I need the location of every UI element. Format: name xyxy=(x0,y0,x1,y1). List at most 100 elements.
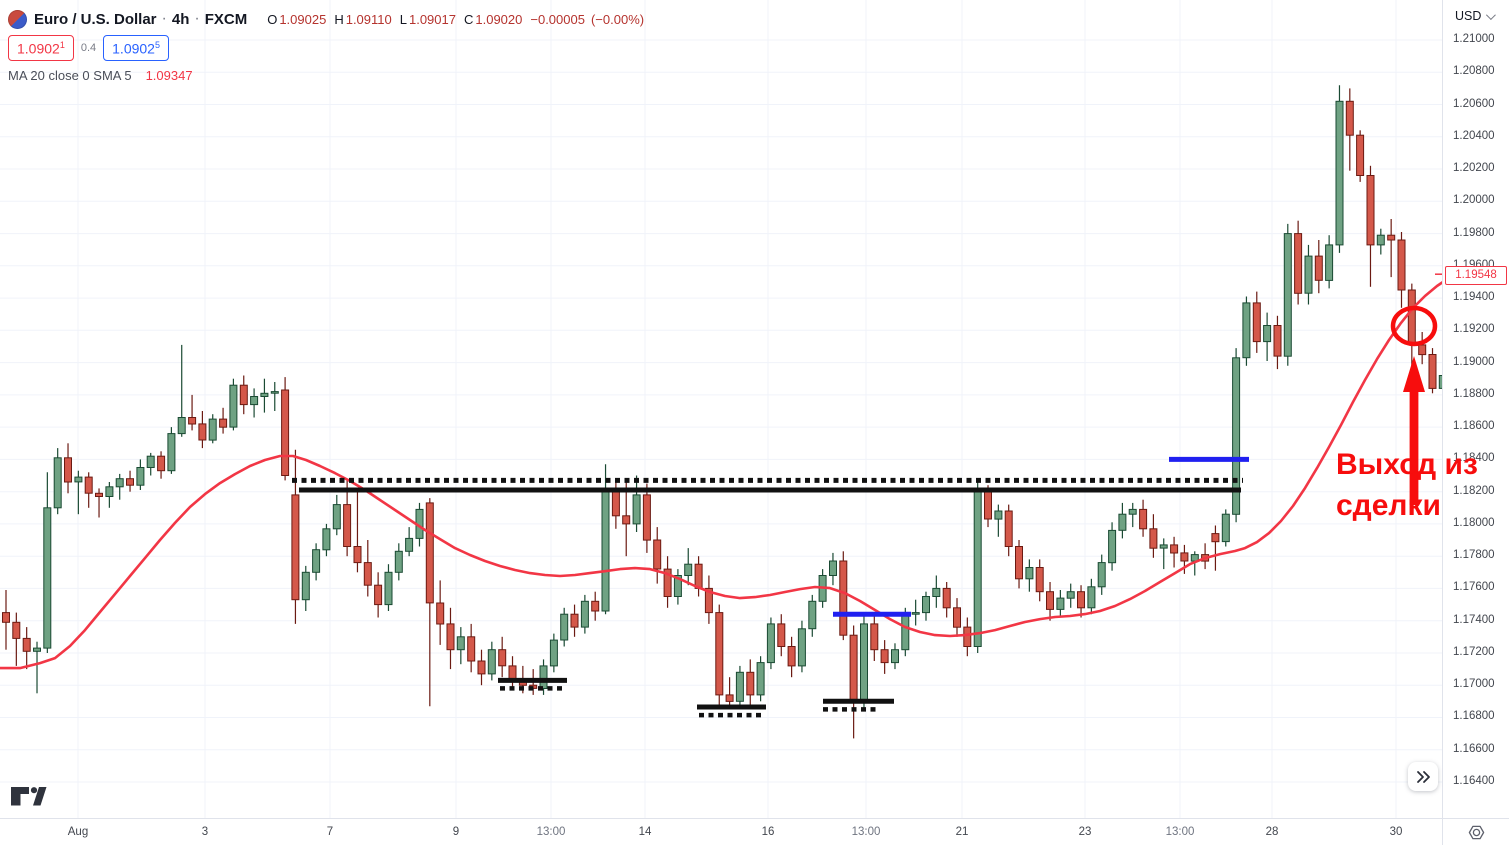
candle xyxy=(746,671,755,696)
price-tick-label: 1.20200 xyxy=(1453,162,1495,175)
candle xyxy=(1325,244,1334,281)
price-tick-label: 1.20800 xyxy=(1453,65,1495,78)
close-value: 1.09020 xyxy=(475,11,523,27)
candle xyxy=(973,489,982,647)
candle xyxy=(1180,552,1189,562)
candle xyxy=(860,623,868,702)
candle xyxy=(1170,544,1179,554)
jump-to-latest-button[interactable] xyxy=(1408,762,1438,791)
candle xyxy=(126,478,134,486)
candle xyxy=(1335,100,1344,246)
price-tick-label: 1.18200 xyxy=(1453,484,1495,497)
candle xyxy=(601,487,610,612)
candle xyxy=(1025,567,1034,580)
candle xyxy=(1252,302,1261,343)
candle xyxy=(229,384,238,428)
candle xyxy=(136,467,145,486)
axis-settings-corner[interactable] xyxy=(1442,818,1509,845)
low-value: 1.09017 xyxy=(408,11,456,27)
symbol-icon xyxy=(8,9,27,29)
candlestick-chart[interactable] xyxy=(0,0,1442,818)
candle xyxy=(425,502,434,604)
change-percent: (−0.00%) xyxy=(590,11,645,27)
price-tick-label: 1.16600 xyxy=(1453,742,1495,755)
ma-line xyxy=(0,281,1442,670)
symbol-title[interactable]: Euro / U.S. Dollar xyxy=(34,10,157,28)
candle xyxy=(880,649,889,664)
price-tick-label: 1.20000 xyxy=(1453,194,1495,207)
interval-label[interactable]: 4h xyxy=(171,10,190,28)
buy-price-button[interactable]: 1.09025 xyxy=(103,35,169,61)
candle xyxy=(1046,591,1054,610)
sell-price-button[interactable]: 1.09021 xyxy=(8,35,74,61)
time-axis[interactable]: Aug 3 7 9 13:00 14 16 13:00 21 23 13:00 28 30 xyxy=(0,818,1442,845)
candle xyxy=(53,457,62,509)
candle xyxy=(704,587,713,614)
candle xyxy=(1221,513,1230,543)
candle xyxy=(797,628,806,667)
candle xyxy=(250,396,259,406)
price-tick-label: 1.17000 xyxy=(1453,678,1495,691)
exit-arrow-annotation[interactable] xyxy=(1403,356,1425,505)
candle xyxy=(580,600,589,628)
candle xyxy=(870,623,879,651)
time-tick-label: 23 xyxy=(1078,826,1092,838)
candle xyxy=(1015,546,1023,580)
candle xyxy=(157,455,166,472)
candle xyxy=(115,478,124,488)
tradingview-logo[interactable] xyxy=(11,787,47,806)
price-tick-label: 1.18000 xyxy=(1453,516,1495,529)
open-value: 1.09025 xyxy=(279,11,327,27)
candle xyxy=(1118,513,1127,531)
candle xyxy=(353,546,362,564)
candle xyxy=(735,671,744,702)
candle xyxy=(632,494,641,525)
price-tick-label: 1.20400 xyxy=(1453,129,1495,142)
candle xyxy=(1242,302,1251,359)
candle xyxy=(84,476,93,494)
price-tick-label: 1.18600 xyxy=(1453,420,1495,433)
candle xyxy=(1438,375,1442,389)
chevron-double-right-icon xyxy=(1417,770,1430,783)
exit-circle-annotation[interactable] xyxy=(1390,305,1438,347)
price-axis[interactable]: USD 1.21000 1.20800 1.20600 1.20400 1.20200 1… xyxy=(1442,0,1509,818)
gear-icon[interactable] xyxy=(1468,824,1485,841)
candle xyxy=(1232,357,1241,515)
candle xyxy=(260,392,269,397)
exchange-label[interactable]: FXCM xyxy=(204,10,248,28)
trade-exit-annotation-text[interactable]: Выход из сделки xyxy=(1336,448,1478,522)
candle xyxy=(477,660,486,675)
candle xyxy=(766,623,775,664)
candle xyxy=(1211,533,1220,543)
candle xyxy=(312,549,321,573)
candle xyxy=(591,600,600,612)
candle xyxy=(446,623,455,651)
candle xyxy=(1159,544,1168,549)
candle xyxy=(1428,354,1437,389)
candle xyxy=(984,489,992,520)
indicator-legend[interactable]: MA 20 close 0 SMA 5 xyxy=(8,68,132,83)
candle xyxy=(374,584,383,606)
time-tick-label: 13:00 xyxy=(1165,826,1195,838)
candle xyxy=(611,487,620,517)
candle xyxy=(281,389,290,476)
price-tick-label: 1.17600 xyxy=(1453,581,1495,594)
time-tick-label: 16 xyxy=(761,826,775,838)
candle xyxy=(95,492,103,497)
price-tick-label: 1.19000 xyxy=(1453,355,1495,368)
time-tick-label: 28 xyxy=(1265,826,1279,838)
candle xyxy=(839,560,848,636)
time-tick-label: 9 xyxy=(452,826,460,838)
candle xyxy=(487,649,496,675)
candle xyxy=(922,596,930,614)
chevron-down-icon xyxy=(1486,9,1497,20)
price-tick-label: 1.17200 xyxy=(1453,645,1495,658)
candle xyxy=(1056,597,1065,610)
time-tick-label: Aug xyxy=(67,826,89,838)
price-tick-label: 1.20600 xyxy=(1453,97,1495,110)
candle xyxy=(1418,344,1427,356)
candle xyxy=(467,636,476,662)
last-price-label: 1.19548 xyxy=(1445,265,1507,285)
chart-area[interactable]: Euro / U.S. Dollar · 4h · FXCM O 1.09025 … xyxy=(0,0,1442,818)
currency-dropdown[interactable]: USD xyxy=(1455,9,1497,23)
